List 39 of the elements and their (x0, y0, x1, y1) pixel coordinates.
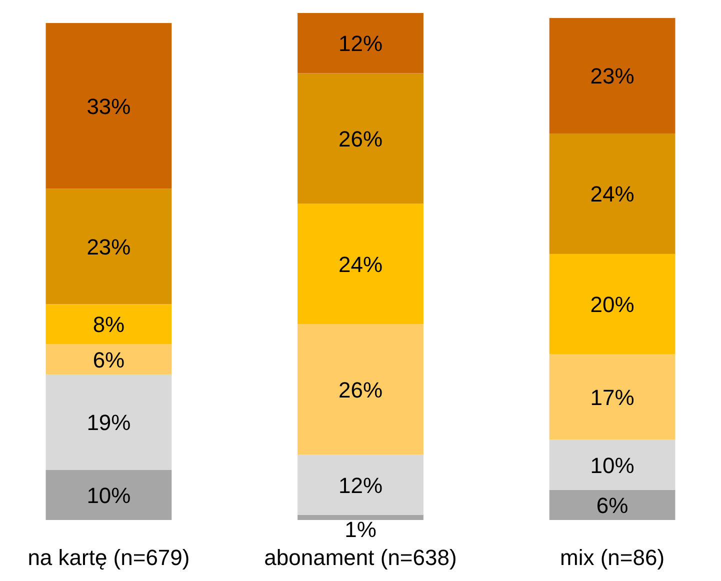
data-label: 19% (86, 410, 131, 436)
data-label: 17% (590, 385, 634, 410)
data-label: 20% (590, 292, 634, 318)
data-label: 8% (92, 312, 125, 338)
data-label: 10% (590, 452, 634, 478)
data-label: 24% (590, 182, 634, 207)
data-label: 6% (596, 492, 628, 518)
data-label: 1% (344, 517, 376, 542)
bar (46, 304, 172, 344)
bar (549, 18, 676, 134)
data-label: 24% (338, 252, 383, 277)
data-label: 23% (590, 64, 634, 89)
x-tick-label: mix (n=86) (560, 545, 665, 570)
bar (298, 324, 424, 455)
bar (298, 13, 424, 74)
bar (46, 374, 172, 470)
data-label: 12% (338, 472, 383, 498)
bar (298, 204, 424, 324)
x-tick-label: abonament (n=638) (264, 545, 457, 570)
bar (549, 354, 676, 440)
data-label: 26% (338, 126, 383, 152)
x-tick-label: na kartę (n=679) (28, 545, 190, 570)
bar (46, 344, 172, 374)
bar (46, 188, 172, 304)
bar (549, 490, 676, 520)
data-label: 33% (86, 94, 131, 119)
data-label: 6% (92, 347, 125, 372)
data-label: 12% (338, 31, 383, 56)
bar (298, 454, 424, 515)
bar (549, 440, 676, 490)
bar (298, 73, 424, 204)
data-label: 23% (86, 234, 131, 260)
bar (46, 470, 172, 520)
bar (46, 23, 172, 189)
bar (549, 133, 676, 254)
bar (549, 254, 676, 354)
bar (298, 514, 424, 520)
data-label: 26% (338, 377, 383, 402)
data-label: 10% (86, 482, 131, 508)
